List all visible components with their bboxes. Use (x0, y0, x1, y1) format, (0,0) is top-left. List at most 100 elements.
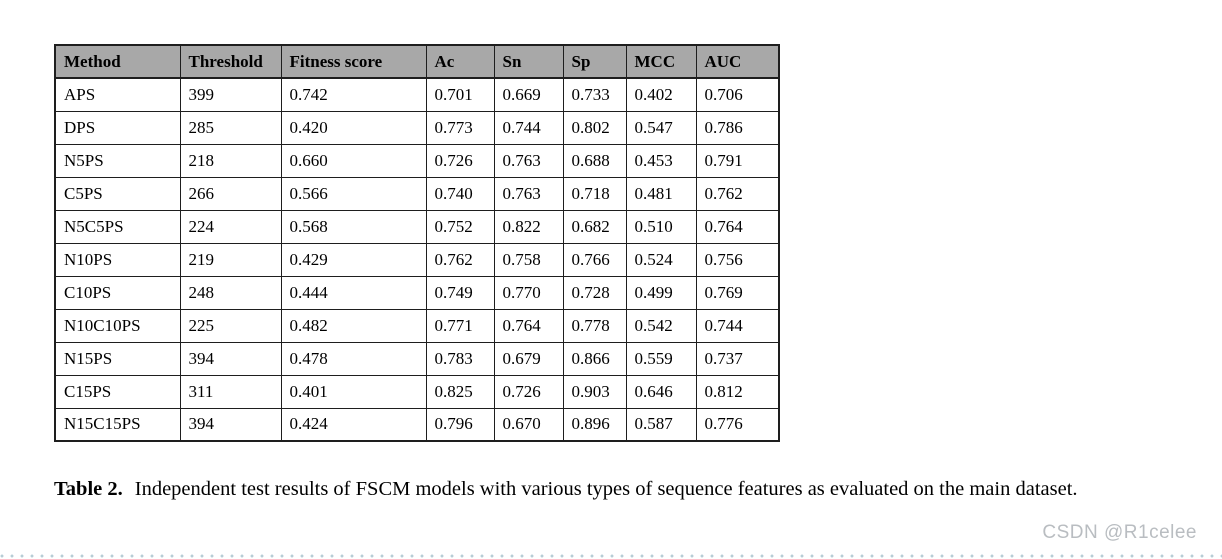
watermark: CSDN @R1celee (1042, 522, 1197, 543)
value-cell: 0.744 (493, 110, 564, 145)
value-cell: 0.559 (625, 341, 697, 376)
method-cell: DPS (54, 110, 181, 145)
value-cell: 0.510 (625, 209, 697, 244)
value-cell: 0.688 (562, 143, 627, 178)
value-cell: 0.822 (493, 209, 564, 244)
value-cell: 248 (179, 275, 282, 310)
value-cell: 225 (179, 308, 282, 343)
column-header: Ac (425, 44, 495, 79)
value-cell: 0.481 (625, 176, 697, 211)
table-row: APS 399 0.742 0.701 0.669 0.733 0.402 0.706 (54, 77, 780, 112)
value-cell: 0.478 (280, 341, 427, 376)
column-header: AUC (695, 44, 780, 79)
value-cell: 0.773 (425, 110, 495, 145)
value-cell: 0.401 (280, 374, 427, 409)
value-cell: 0.718 (562, 176, 627, 211)
value-cell: 0.783 (425, 341, 495, 376)
table-caption: Table 2. Independent test results of FSCM… (54, 476, 1202, 503)
value-cell: 0.742 (280, 77, 427, 112)
value-cell: 0.706 (695, 77, 780, 112)
value-cell: 0.766 (562, 242, 627, 277)
value-cell: 218 (179, 143, 282, 178)
value-cell: 0.524 (625, 242, 697, 277)
value-cell: 0.669 (493, 77, 564, 112)
value-cell: 0.825 (425, 374, 495, 409)
value-cell: 0.756 (695, 242, 780, 277)
value-cell: 266 (179, 176, 282, 211)
value-cell: 0.903 (562, 374, 627, 409)
value-cell: 0.701 (425, 77, 495, 112)
value-cell: 0.866 (562, 341, 627, 376)
value-cell: 0.402 (625, 77, 697, 112)
method-cell: C15PS (54, 374, 181, 409)
column-header: Method (54, 44, 181, 79)
value-cell: 0.670 (493, 407, 564, 442)
value-cell: 0.542 (625, 308, 697, 343)
value-cell: 0.770 (493, 275, 564, 310)
value-cell: 0.728 (562, 275, 627, 310)
method-cell: APS (54, 77, 181, 112)
value-cell: 394 (179, 341, 282, 376)
table-row: N15PS 394 0.478 0.783 0.679 0.866 0.559 0.737 (54, 341, 780, 376)
value-cell: 0.740 (425, 176, 495, 211)
value-cell: 0.646 (625, 374, 697, 409)
value-cell: 0.796 (425, 407, 495, 442)
table-body: APS 399 0.742 0.701 0.669 0.733 0.402 0.706 DPS 2… (54, 77, 780, 442)
caption-label: Table 2. (54, 478, 123, 500)
value-cell: 0.812 (695, 374, 780, 409)
value-cell: 0.762 (425, 242, 495, 277)
value-cell: 0.424 (280, 407, 427, 442)
value-cell: 0.758 (493, 242, 564, 277)
value-cell: 0.482 (280, 308, 427, 343)
value-cell: 0.682 (562, 209, 627, 244)
value-cell: 0.749 (425, 275, 495, 310)
value-cell: 0.771 (425, 308, 495, 343)
value-cell: 219 (179, 242, 282, 277)
value-cell: 394 (179, 407, 282, 442)
value-cell: 285 (179, 110, 282, 145)
value-cell: 0.744 (695, 308, 780, 343)
value-cell: 0.763 (493, 176, 564, 211)
value-cell: 0.566 (280, 176, 427, 211)
value-cell: 0.726 (425, 143, 495, 178)
table-row: N5C5PS 224 0.568 0.752 0.822 0.682 0.510 0.764 (54, 209, 780, 244)
table-row: C5PS 266 0.566 0.740 0.763 0.718 0.481 0.762 (54, 176, 780, 211)
method-cell: C10PS (54, 275, 181, 310)
value-cell: 0.587 (625, 407, 697, 442)
results-table: Method Threshold Fitness score Ac Sn Sp MCC AUC… (54, 44, 780, 442)
method-cell: C5PS (54, 176, 181, 211)
value-cell: 0.769 (695, 275, 780, 310)
value-cell: 311 (179, 374, 282, 409)
table-row: N10C10PS 225 0.482 0.771 0.764 0.778 0.542 0.74… (54, 308, 780, 343)
table-row: N10PS 219 0.429 0.762 0.758 0.766 0.524 0.756 (54, 242, 780, 277)
caption-text: Independent test results of FSCM models … (134, 478, 1078, 500)
column-header: Threshold (179, 44, 282, 79)
table-row: C15PS 311 0.401 0.825 0.726 0.903 0.646 0.812 (54, 374, 780, 409)
column-header: Sp (562, 44, 627, 79)
value-cell: 224 (179, 209, 282, 244)
value-cell: 0.737 (695, 341, 780, 376)
value-cell: 0.547 (625, 110, 697, 145)
value-cell: 0.802 (562, 110, 627, 145)
method-cell: N5PS (54, 143, 181, 178)
method-cell: N5C5PS (54, 209, 181, 244)
value-cell: 0.679 (493, 341, 564, 376)
method-cell: N15PS (54, 341, 181, 376)
value-cell: 0.733 (562, 77, 627, 112)
value-cell: 0.499 (625, 275, 697, 310)
value-cell: 0.453 (625, 143, 697, 178)
value-cell: 399 (179, 77, 282, 112)
dotted-divider (0, 554, 1222, 558)
method-cell: N15C15PS (54, 407, 181, 442)
method-cell: N10C10PS (54, 308, 181, 343)
value-cell: 0.791 (695, 143, 780, 178)
value-cell: 0.762 (695, 176, 780, 211)
column-header: MCC (625, 44, 697, 79)
value-cell: 0.776 (695, 407, 780, 442)
value-cell: 0.444 (280, 275, 427, 310)
column-header: Fitness score (280, 44, 427, 79)
value-cell: 0.896 (562, 407, 627, 442)
header-row: Method Threshold Fitness score Ac Sn Sp MCC AUC (54, 44, 780, 79)
table-row: DPS 285 0.420 0.773 0.744 0.802 0.547 0.786 (54, 110, 780, 145)
